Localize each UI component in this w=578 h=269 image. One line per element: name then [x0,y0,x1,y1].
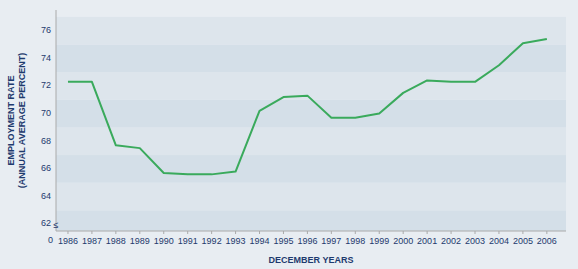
y-tick-label: 66 [41,163,51,173]
grid-band [56,210,566,231]
y-tick-label: 76 [41,25,51,35]
x-axis-line [56,231,566,232]
x-axis-label: DECEMBER YEARS [269,255,354,265]
y-tick-label: 70 [41,108,51,118]
x-tick [67,231,68,234]
x-tick [403,231,404,234]
x-tick-label: 2004 [489,236,509,246]
x-tick [307,231,308,234]
y-tick-label: 74 [41,53,51,63]
data-line [68,39,547,174]
x-tick [259,231,260,234]
grid-band [56,155,566,183]
axis-zero-label: 0 [48,235,53,245]
x-tick-label: 2001 [417,236,437,246]
x-tick-label: 1997 [321,236,341,246]
grid-band [56,100,566,128]
grid-band [56,45,566,73]
y-tick-label: 64 [41,191,51,201]
y-axis-label: EMPLOYMENT RATE(ANNUAL AVERAGE PERCENT) [6,53,27,188]
x-tick [283,231,284,234]
x-tick [211,231,212,234]
x-tick-label: 1994 [250,236,270,246]
x-tick-label: 1998 [345,236,365,246]
x-tick-label: 1999 [369,236,389,246]
y-axis-line [56,10,57,231]
x-tick-label: 1992 [202,236,222,246]
x-tick-label: 1987 [82,236,102,246]
x-tick-label: 1986 [58,236,78,246]
y-tick-label: 62 [41,218,51,228]
x-tick-label: 1993 [226,236,246,246]
grid-band [56,183,566,211]
x-tick [187,231,188,234]
x-tick-label: 2005 [513,236,533,246]
x-tick-label: 2003 [465,236,485,246]
y-axis-label-line: (ANNUAL AVERAGE PERCENT) [17,53,27,188]
background [0,0,578,269]
x-tick-label: 2002 [441,236,461,246]
y-axis-label-line: EMPLOYMENT RATE [6,76,16,166]
x-tick [475,231,476,234]
grid-band [56,127,566,155]
x-tick [451,231,452,234]
x-tick [522,231,523,234]
x-tick [379,231,380,234]
x-tick-label: 1990 [154,236,174,246]
plot-area [56,17,566,231]
y-tick-label: 72 [41,80,51,90]
x-tick [546,231,547,234]
x-tick-label: 1988 [106,236,126,246]
x-tick-label: 1989 [130,236,150,246]
grid-band [56,72,566,100]
x-tick-label: 1996 [297,236,317,246]
x-tick [91,231,92,234]
x-tick [235,231,236,234]
axis-break-symbol: ≤ [54,220,59,230]
x-tick [355,231,356,234]
x-tick-label: 1991 [178,236,198,246]
x-tick-label: 2000 [393,236,413,246]
chart: 62 64 66 68 70 72 74 76 1986 1987 1988 1989 1990 1991… [0,0,578,269]
grid-band [56,17,566,45]
x-tick-label: 1995 [273,236,293,246]
x-tick [115,231,116,234]
x-tick [139,231,140,234]
x-tick [163,231,164,234]
x-tick [331,231,332,234]
x-tick [427,231,428,234]
x-tick-label: 2006 [537,236,557,246]
x-tick [498,231,499,234]
y-tick-label: 68 [41,136,51,146]
